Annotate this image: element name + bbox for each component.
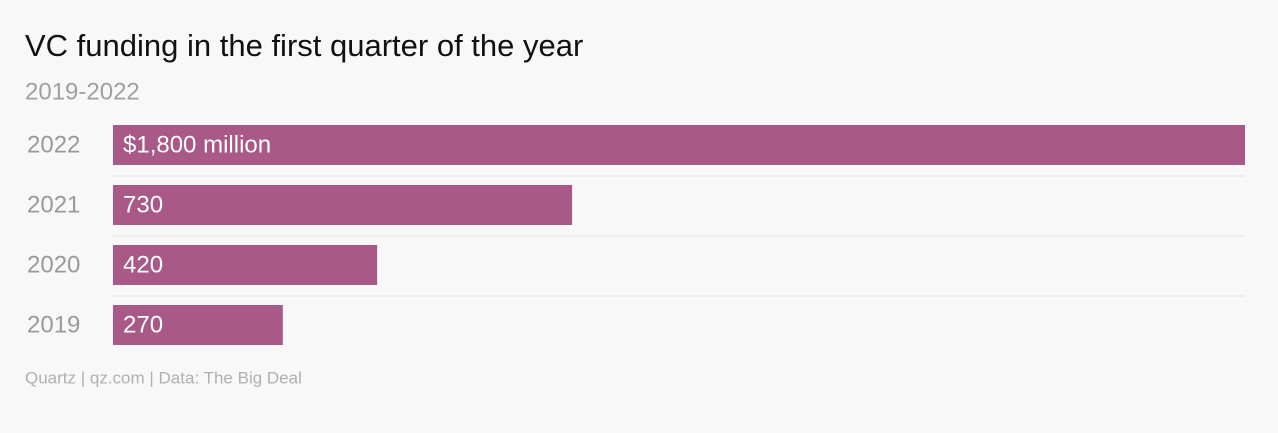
bar xyxy=(113,245,378,285)
y-tick-label: 2021 xyxy=(27,191,80,218)
bar xyxy=(113,305,283,345)
bar xyxy=(113,185,573,225)
value-label: 270 xyxy=(123,311,163,338)
source-note: Quartz | qz.com | Data: The Big Deal xyxy=(25,368,302,387)
y-tick-label: 2020 xyxy=(27,251,80,278)
chart-subtitle: 2019-2022 xyxy=(25,78,140,105)
bar xyxy=(113,125,1245,165)
chart-title: VC funding in the first quarter of the y… xyxy=(25,28,583,63)
value-label: 420 xyxy=(123,251,163,278)
value-label: 730 xyxy=(123,191,163,218)
y-tick-label: 2019 xyxy=(27,311,80,338)
y-tick-label: 2022 xyxy=(27,131,80,158)
value-label: $1,800 million xyxy=(123,131,271,158)
